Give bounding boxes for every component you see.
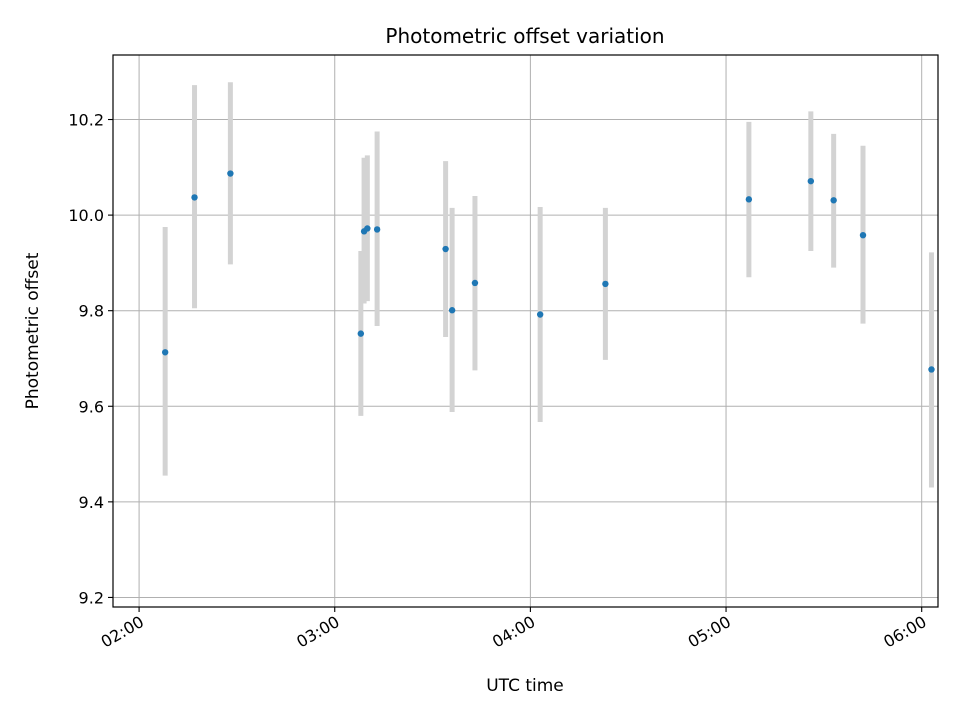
data-point — [602, 280, 609, 288]
data-point — [191, 194, 198, 201]
data-point — [442, 245, 449, 253]
data-point — [745, 196, 753, 203]
data-point — [536, 311, 544, 318]
data-point — [807, 177, 815, 185]
data-point — [364, 225, 371, 232]
y-axis-label: Photometric offset — [23, 252, 43, 409]
data-point — [859, 231, 867, 239]
point-layer — [161, 170, 935, 373]
data-point — [471, 279, 479, 287]
data-point — [161, 349, 169, 356]
data-point — [373, 226, 381, 233]
grid-lines — [113, 55, 938, 607]
data-point — [448, 307, 456, 314]
x-axis-label: UTC time — [486, 676, 564, 696]
y-tick-label: 9.6 — [79, 397, 104, 416]
y-tick-label: 9.4 — [79, 493, 104, 512]
data-point — [928, 366, 935, 373]
y-tick-label: 10.0 — [68, 206, 104, 225]
data-point — [227, 170, 234, 177]
y-tick-label: 9.8 — [79, 302, 104, 321]
plot-frame — [112, 54, 939, 608]
y-axis: 9.2 9.4 9.6 9.8 10.0 10.2 — [68, 111, 113, 607]
y-tick-label: 9.2 — [79, 588, 104, 607]
data-point — [357, 330, 365, 337]
y-tick-label: 10.2 — [68, 111, 104, 130]
data-point — [830, 197, 837, 204]
chart-title: Photometric offset variation — [385, 24, 664, 48]
